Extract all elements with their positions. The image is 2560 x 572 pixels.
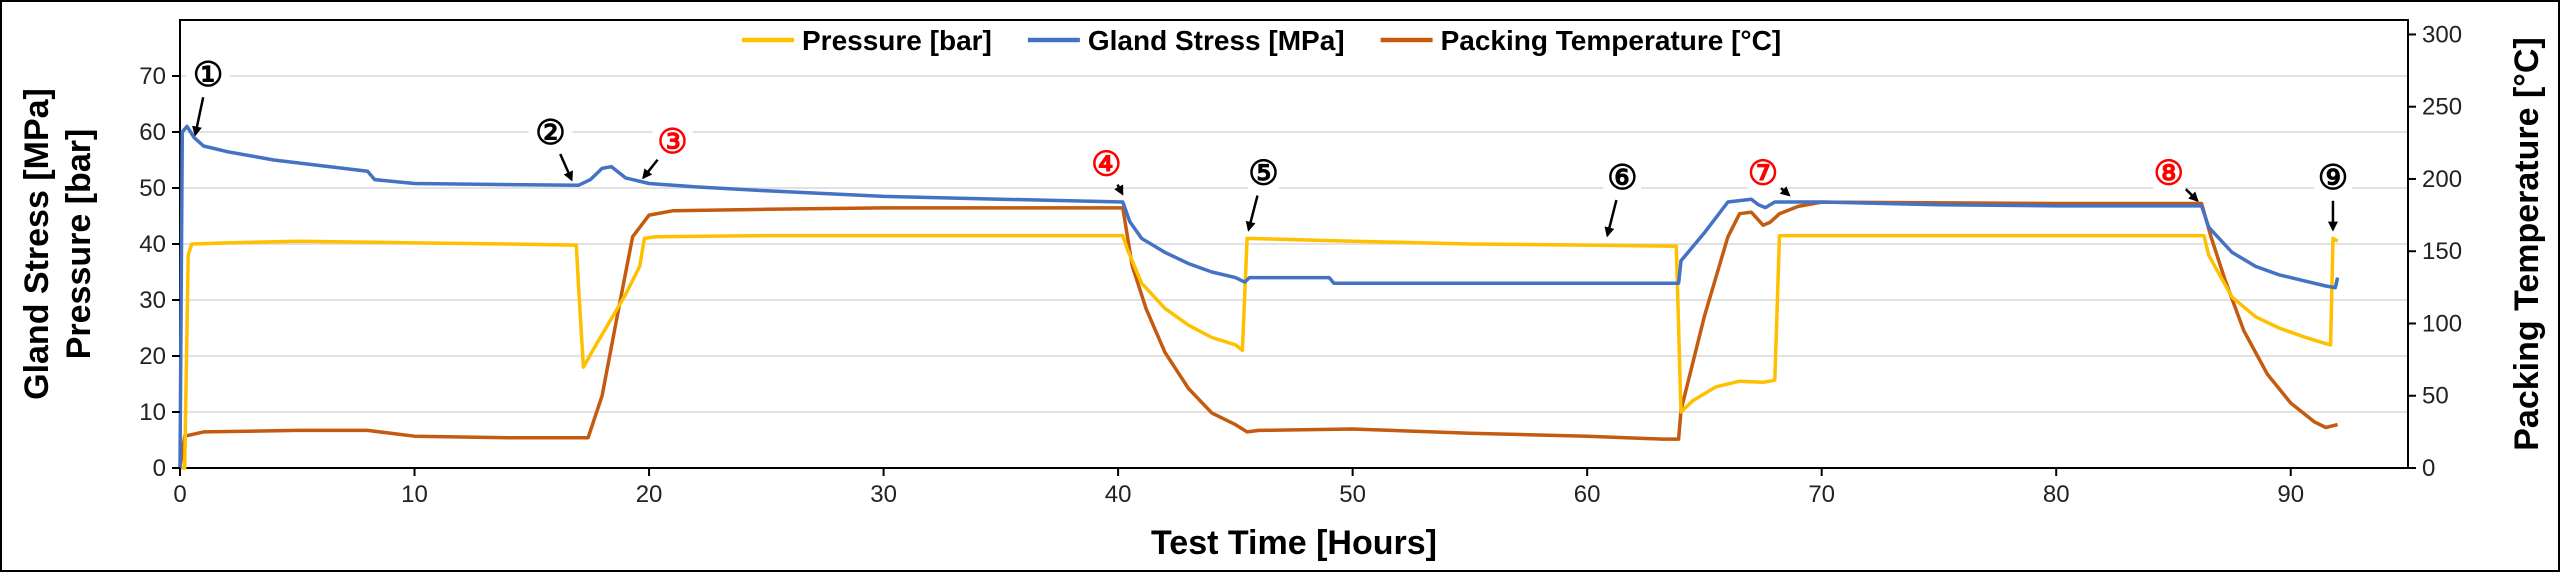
- series-layer: [178, 124, 2340, 470]
- y-left-tick-label: 0: [153, 455, 166, 482]
- annotation-marker-8: ⑧: [2146, 150, 2199, 202]
- y-left-axis-ticks: 0 10 20 30 40 50 60 70: [139, 63, 180, 482]
- x-tick-label: 10: [401, 481, 428, 508]
- y-right-tick-label: 300: [2422, 21, 2462, 48]
- legend-item-1: Gland Stress [MPa]: [1027, 25, 1345, 56]
- annotation-bg: [1600, 154, 1645, 199]
- y-right-tick-label: 100: [2422, 310, 2462, 337]
- annotation-marker-9: ⑨: [2310, 154, 2355, 232]
- annotation-arrow: [2184, 188, 2199, 202]
- y-right-tick-label: 50: [2422, 383, 2449, 410]
- annotation-arrow: [1114, 184, 1124, 196]
- annotation-marker-6: ⑥: [1600, 154, 1645, 238]
- legend-label: Gland Stress [MPa]: [1088, 25, 1345, 56]
- y-right-tick-label: 250: [2422, 94, 2462, 121]
- x-tick-label: 0: [173, 481, 186, 508]
- legend: Pressure [bar] Gland Stress [MPa] Packing …: [742, 25, 1781, 56]
- annotation-bg: [2310, 154, 2355, 199]
- annotation-marker-4: ④: [1084, 141, 1129, 196]
- annotation-arrow: [1604, 199, 1618, 238]
- annotation-bg: [1741, 150, 1786, 195]
- y-left-tick-label: 40: [139, 231, 166, 258]
- y-right-axis-ticks: 0 50 100 150 200 250 300: [2408, 21, 2462, 482]
- annotation-arrow: [642, 158, 659, 180]
- annotation-label: ⑦: [1748, 154, 1778, 192]
- x-tick-label: 50: [1339, 481, 1366, 508]
- annotation-label: ①: [193, 56, 223, 94]
- y-right-tick-label: 0: [2422, 455, 2435, 482]
- y-left-tick-label: 60: [139, 119, 166, 146]
- annotation-bg: [1241, 150, 1286, 195]
- annotation-label: ⑥: [1607, 159, 1637, 197]
- annotation-label: ⑤: [1248, 154, 1278, 192]
- y-left-tick-label: 50: [139, 175, 166, 202]
- annotation-label: ②: [535, 114, 565, 152]
- x-axis-ticks: 0 10 20 30 40 50 60 70 80 90: [173, 468, 2304, 508]
- y-right-axis-title: Packing Temperature [°C]: [2508, 37, 2546, 451]
- series-line-2: [178, 200, 2339, 469]
- x-tick-label: 20: [636, 481, 663, 508]
- annotation-marker-3: ③: [642, 118, 695, 180]
- annotation-marker-2: ②: [528, 110, 573, 182]
- x-tick-label: 30: [870, 481, 897, 508]
- y-right-tick-label: 200: [2422, 166, 2462, 193]
- x-tick-label: 70: [1808, 481, 1835, 508]
- y-left-tick-label: 30: [139, 287, 166, 314]
- annotation-label: ⑧: [2154, 154, 2184, 192]
- legend-item-0: Pressure [bar]: [742, 25, 992, 56]
- legend-label: Packing Temperature [°C]: [1441, 25, 1782, 56]
- y-left-axis-title-line-2: Pressure [bar]: [60, 129, 98, 360]
- x-axis-title: Test Time [Hours]: [1151, 524, 1437, 562]
- annotation-marker-1: ①: [186, 51, 231, 137]
- annotation-arrow: [192, 96, 205, 137]
- legend-label: Pressure [bar]: [802, 25, 992, 56]
- annotation-label: ④: [1091, 145, 1121, 183]
- annotation-arrow: [1245, 195, 1259, 232]
- annotation-arrow: [559, 153, 573, 182]
- x-tick-label: 90: [2277, 481, 2304, 508]
- annotation-arrow: [1779, 186, 1791, 197]
- annotation-marker-7: ⑦: [1741, 150, 1791, 197]
- series-line-1: [178, 124, 2340, 469]
- x-tick-label: 40: [1105, 481, 1132, 508]
- annotation-bg: [1084, 141, 1129, 186]
- x-tick-label: 60: [1574, 481, 1601, 508]
- annotation-bg: [650, 118, 695, 163]
- annotation-layer: ① ② ③ ④ ⑤ ⑥ ⑦ ⑧ ⑨: [186, 51, 2355, 238]
- series-line-0: [180, 233, 2339, 470]
- y-left-tick-label: 20: [139, 343, 166, 370]
- y-left-axis-title-line-1: Gland Stress [MPa]: [18, 88, 56, 400]
- legend-item-2: Packing Temperature [°C]: [1380, 25, 1782, 56]
- y-left-tick-label: 10: [139, 399, 166, 426]
- y-right-tick-label: 150: [2422, 238, 2462, 265]
- annotation-bg: [186, 51, 231, 96]
- annotation-bg: [528, 110, 573, 154]
- x-tick-label: 80: [2043, 481, 2070, 508]
- annotation-marker-5: ⑤: [1241, 150, 1286, 232]
- annotation-bg: [2146, 150, 2191, 195]
- y-left-tick-label: 70: [139, 63, 166, 90]
- annotation-label: ⑨: [2318, 159, 2348, 197]
- annotation-label: ③: [657, 123, 687, 161]
